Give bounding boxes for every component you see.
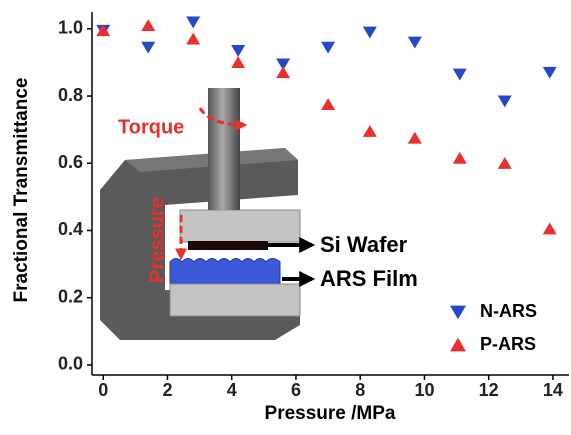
y-axis-label: Fractional Transmittance	[11, 78, 32, 303]
x-tick-label: 0	[98, 380, 108, 400]
marker	[498, 157, 512, 169]
marker	[453, 69, 467, 81]
legend-label: P-ARS	[480, 334, 536, 354]
marker	[231, 45, 245, 57]
marker	[321, 42, 335, 54]
x-tick-label: 12	[479, 380, 499, 400]
legend-marker	[450, 306, 466, 320]
marker	[363, 27, 377, 39]
annotation: Torque	[118, 116, 184, 138]
y-tick-label: 0.6	[58, 152, 83, 172]
lower-plate	[170, 284, 300, 316]
x-tick-label: 10	[414, 380, 434, 400]
si-wafer	[188, 241, 268, 250]
marker	[408, 37, 422, 49]
x-tick-label: 2	[162, 380, 172, 400]
y-tick-label: 1.0	[58, 18, 83, 38]
marker	[141, 42, 155, 54]
marker	[186, 16, 200, 28]
marker	[408, 132, 422, 144]
marker	[141, 19, 155, 31]
x-tick-label: 4	[227, 380, 237, 400]
legend-label: N-ARS	[480, 301, 537, 321]
annotation: ARS Film	[320, 266, 418, 291]
x-tick-label: 14	[543, 380, 563, 400]
x-tick-label: 8	[355, 380, 365, 400]
y-tick-label: 0.0	[58, 354, 83, 374]
marker	[321, 98, 335, 110]
chart: Torque Pressure Si Wafer ARS Film Pressu…	[0, 0, 571, 430]
y-tick-label: 0.2	[58, 286, 83, 306]
rod	[208, 88, 240, 210]
legend-marker	[450, 338, 466, 352]
annotation: Pressure	[146, 197, 168, 283]
page: {"chart_data": {"type": "scatter", "x_la…	[0, 0, 571, 435]
annotation: Si Wafer	[320, 232, 408, 257]
x-tick-label: 6	[291, 380, 301, 400]
marker	[453, 152, 467, 164]
marker	[363, 125, 377, 137]
x-axis-label: Pressure /MPa	[265, 403, 396, 424]
y-tick-label: 0.8	[58, 85, 83, 105]
ars-film	[170, 259, 280, 285]
marker	[543, 67, 557, 79]
marker	[543, 222, 557, 234]
marker	[186, 33, 200, 45]
upper-plate	[180, 210, 300, 242]
marker	[231, 56, 245, 68]
marker	[276, 66, 290, 78]
marker	[498, 95, 512, 107]
y-tick-label: 0.4	[58, 219, 83, 239]
